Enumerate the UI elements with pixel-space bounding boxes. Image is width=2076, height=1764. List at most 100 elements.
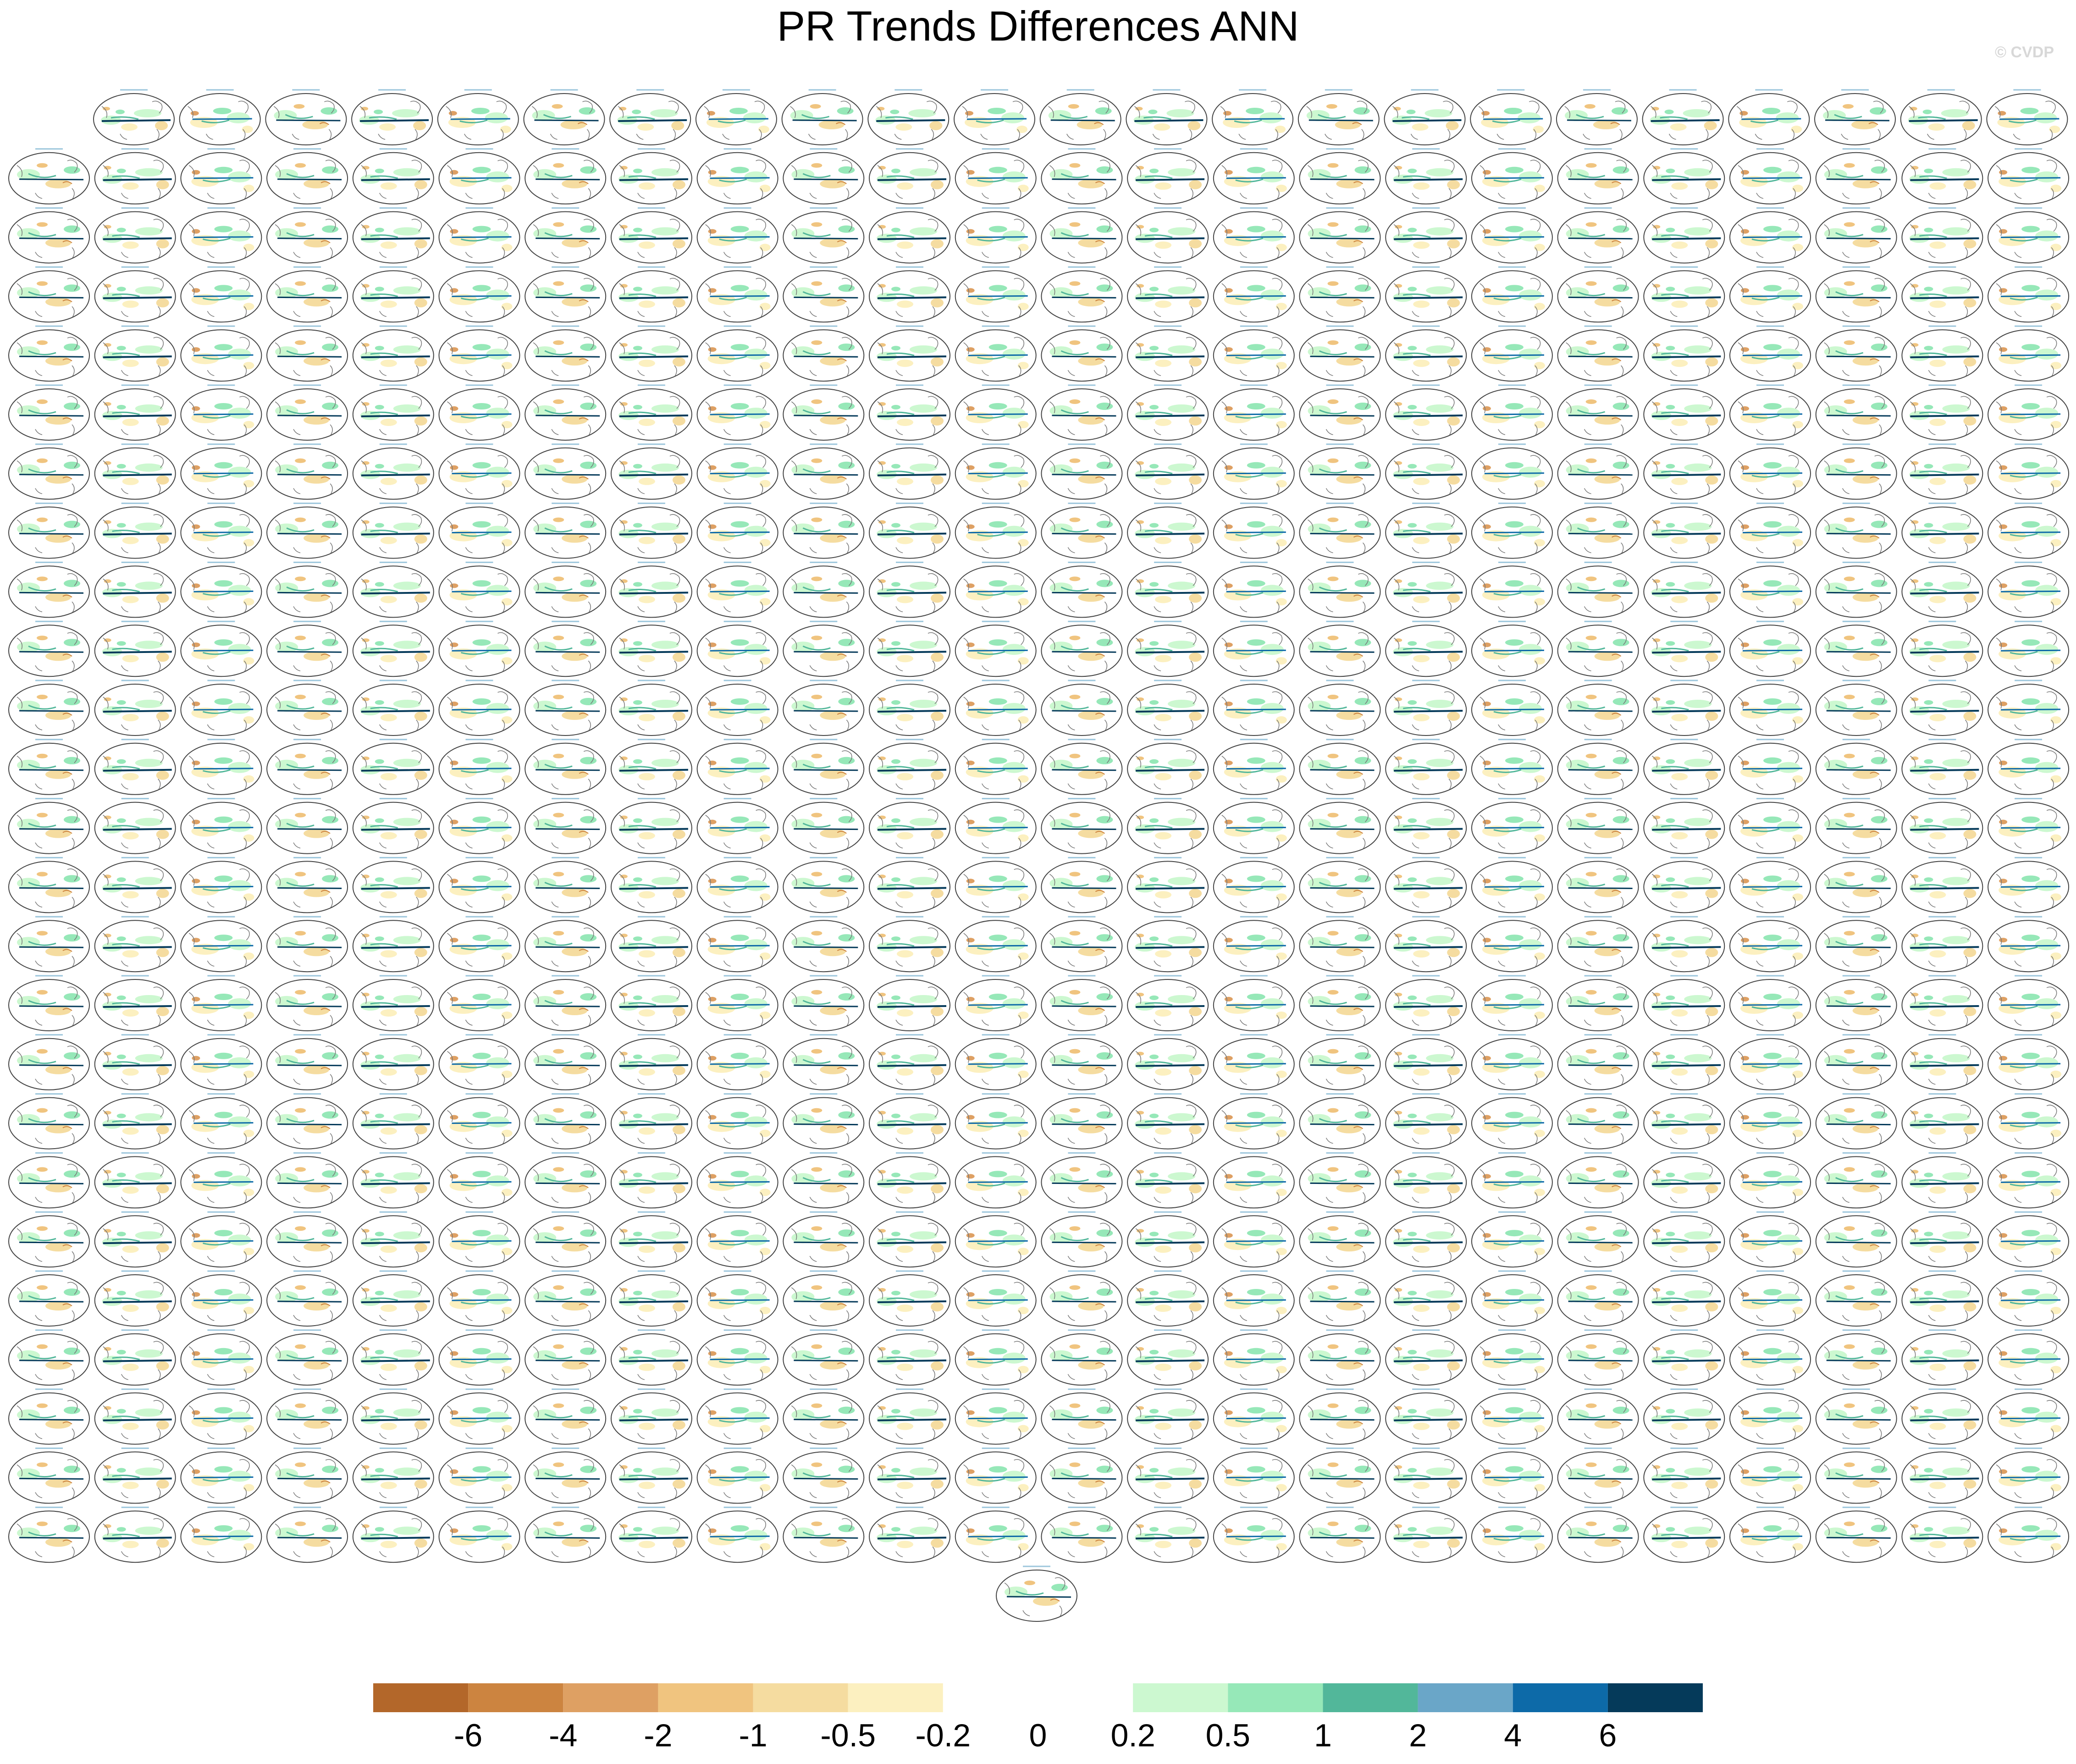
- map-panel: [8, 152, 90, 205]
- map-panel: [1815, 742, 1898, 796]
- map-panel: [1471, 1215, 1553, 1268]
- map-panel: [1213, 1510, 1295, 1563]
- map-panel: [352, 1156, 435, 1209]
- map-panel: [1557, 683, 1640, 736]
- map-panel: [610, 1215, 693, 1268]
- map-panel: [1815, 1274, 1898, 1327]
- map-panel: [1729, 683, 1811, 736]
- map-panel: [438, 1038, 521, 1091]
- map-panel: [782, 683, 865, 736]
- colorbar-box: [1418, 1683, 1513, 1712]
- map-panel: [1643, 1274, 1725, 1327]
- map-panel: [266, 270, 348, 323]
- map-panel: [995, 1569, 1078, 1622]
- map-panel: [180, 1215, 262, 1268]
- map-panel: [1901, 1392, 1983, 1445]
- map-panel: [1040, 742, 1123, 796]
- map-panel: [696, 742, 779, 796]
- map-panel: [266, 683, 348, 736]
- map-panel: [8, 447, 90, 500]
- map-panel: [1643, 919, 1725, 973]
- map-panel: [180, 1038, 262, 1091]
- map-panel: [1643, 211, 1725, 264]
- colorbar-box: [1513, 1683, 1608, 1712]
- map-panel: [1040, 1274, 1123, 1327]
- map-panel: [266, 624, 348, 677]
- map-panel: [1987, 860, 2070, 913]
- map-panel: [1901, 683, 1983, 736]
- map-panel: [1213, 388, 1295, 441]
- colorbar-label: 4: [1504, 1717, 1522, 1753]
- map-panel: [266, 742, 348, 796]
- map-panel: [955, 1274, 1037, 1327]
- map-panel: [1471, 1451, 1553, 1504]
- map-panel: [1557, 1451, 1640, 1504]
- map-panel: [1643, 1097, 1725, 1150]
- map-panel: [180, 506, 262, 559]
- map-panel: [1213, 211, 1295, 264]
- map-panel: [1729, 1097, 1811, 1150]
- map-panel: [955, 447, 1037, 500]
- map-panel: [352, 270, 435, 323]
- map-panel: [610, 802, 693, 855]
- map-panel: [266, 1333, 348, 1386]
- map-panel: [1040, 1156, 1123, 1209]
- map-panel: [1213, 1451, 1295, 1504]
- map-panel: [955, 1038, 1037, 1091]
- map-panel: [868, 1156, 951, 1209]
- map-panel: [266, 919, 348, 973]
- map-panel: [352, 152, 435, 205]
- map-panel: [1901, 1156, 1983, 1209]
- map-panel: [955, 1333, 1037, 1386]
- colorbar-label: -1: [739, 1717, 767, 1753]
- map-panel: [438, 1215, 521, 1268]
- map-panel: [1471, 329, 1553, 382]
- map-panel: [1901, 1451, 1983, 1504]
- map-panel: [1126, 1392, 1209, 1445]
- map-panel: [782, 506, 865, 559]
- map-panel: [1213, 919, 1295, 973]
- map-panel: [1557, 447, 1640, 500]
- map-panel: [1126, 624, 1209, 677]
- map-panel: [955, 270, 1037, 323]
- map-panel: [266, 565, 348, 618]
- map-panel: [868, 506, 951, 559]
- map-panel: [1729, 919, 1811, 973]
- map-panel: [1040, 152, 1123, 205]
- map-panel: [1815, 1333, 1898, 1386]
- map-panel: [8, 624, 90, 677]
- map-panel: [1901, 447, 1983, 500]
- map-panel: [1815, 1156, 1898, 1209]
- map-panel: [1126, 1451, 1209, 1504]
- map-panel: [782, 1451, 865, 1504]
- map-panel: [524, 1274, 607, 1327]
- map-panel: [524, 802, 607, 855]
- map-panel: [867, 93, 950, 146]
- map-panel: [610, 152, 693, 205]
- map-panel: [1213, 152, 1295, 205]
- map-panel: [438, 624, 521, 677]
- map-panel: [1815, 683, 1898, 736]
- map-panel: [1900, 93, 1982, 146]
- map-panel: [94, 683, 177, 736]
- map-panel: [1987, 1156, 2070, 1209]
- map-panel: [610, 388, 693, 441]
- map-panel: [180, 1392, 262, 1445]
- map-panel: [438, 860, 521, 913]
- map-panel: [1126, 860, 1209, 913]
- map-panel: [955, 1392, 1037, 1445]
- map-panel: [1901, 979, 1983, 1032]
- map-panel: [1471, 1156, 1553, 1209]
- map-panel: [1901, 742, 1983, 796]
- map-panel: [1987, 447, 2070, 500]
- map-panel: [1471, 802, 1553, 855]
- map-panel: [1729, 447, 1811, 500]
- map-panel: [1126, 506, 1209, 559]
- map-panel: [1385, 742, 1467, 796]
- map-panel: [1299, 506, 1381, 559]
- map-panel: [8, 1215, 90, 1268]
- colorbar-box: [1228, 1683, 1323, 1712]
- map-panel: [438, 979, 521, 1032]
- map-panel: [782, 802, 865, 855]
- map-panel: [352, 1038, 435, 1091]
